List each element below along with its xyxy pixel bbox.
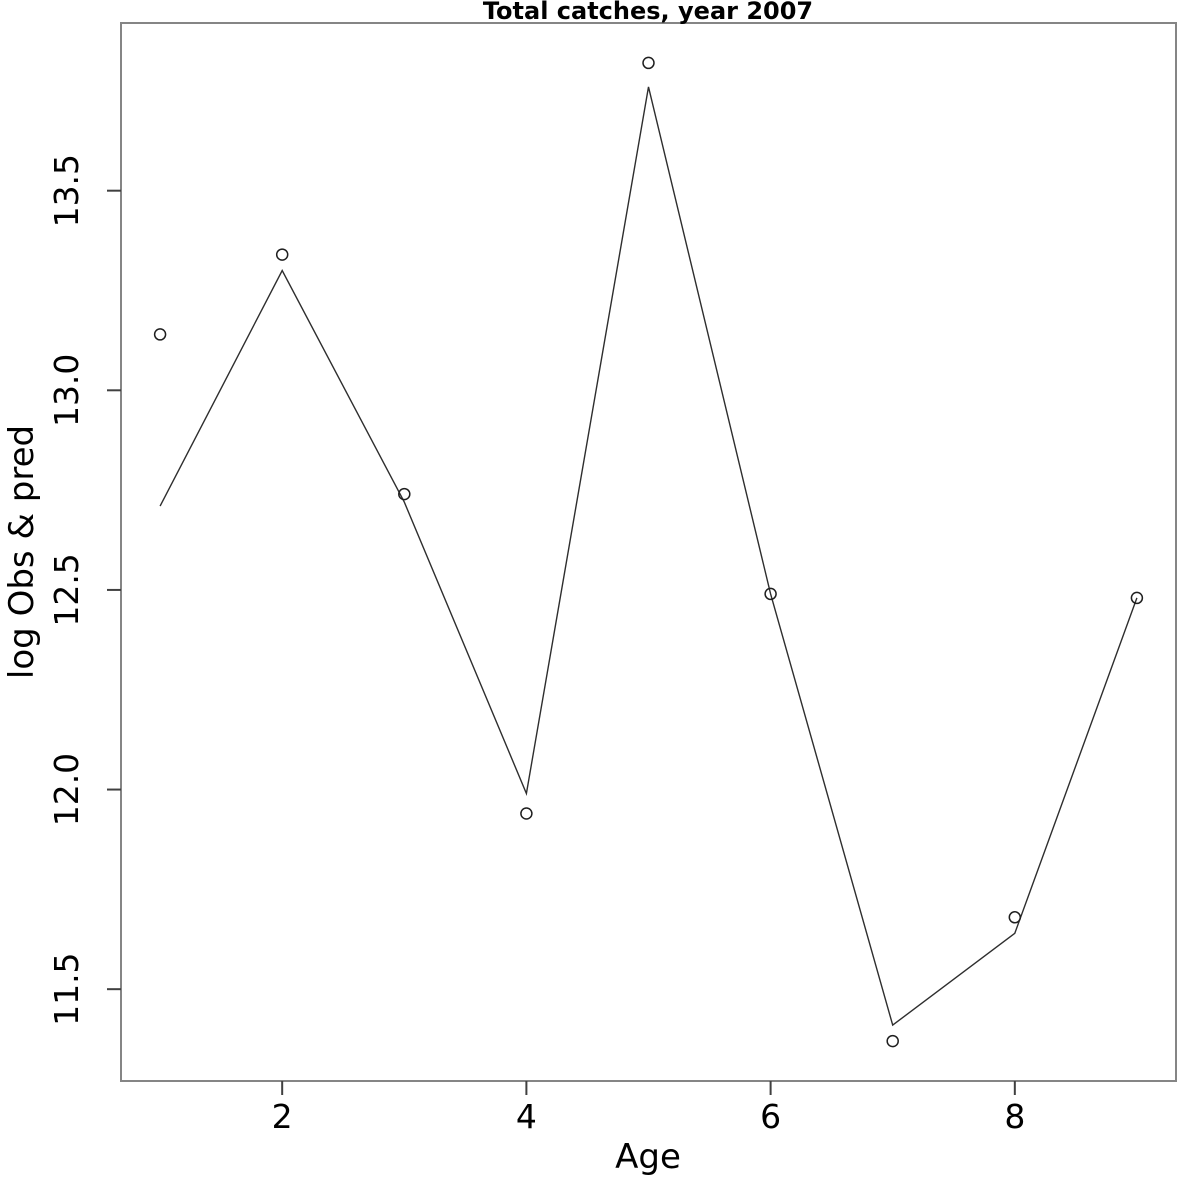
- x-tick-label: 4: [516, 1097, 537, 1136]
- chart-title: Total catches, year 2007: [483, 0, 813, 25]
- observed-point: [275, 248, 289, 261]
- x-axis-label: Age: [615, 1137, 681, 1177]
- observed-points: [153, 56, 1144, 1048]
- plot-box: [120, 22, 1177, 1082]
- observed-point: [520, 807, 533, 820]
- observed-point: [642, 56, 655, 70]
- observed-point: [1130, 591, 1144, 605]
- observed-point: [153, 328, 167, 341]
- observed-point: [398, 487, 411, 501]
- x-tick-label: 2: [272, 1097, 293, 1136]
- y-tick-label: 13.5: [47, 154, 86, 227]
- x-tick-label: 8: [1004, 1097, 1025, 1136]
- y-axis: 11.5 12.0 12.5 13.0 13.5: [47, 154, 121, 1026]
- x-axis: 2 4 6 8: [272, 1081, 1025, 1136]
- x-tick-label: 6: [760, 1097, 781, 1136]
- y-tick-label: 12.5: [47, 553, 86, 626]
- y-tick-label: 13.0: [47, 354, 86, 427]
- predicted-line: [159, 86, 1138, 1027]
- y-tick-label: 12.0: [47, 753, 86, 826]
- observed-point: [886, 1034, 899, 1048]
- observed-point: [764, 587, 777, 601]
- y-tick-label: 11.5: [47, 952, 86, 1025]
- y-axis-label: log Obs & pred: [2, 425, 42, 679]
- observed-point: [1008, 911, 1022, 924]
